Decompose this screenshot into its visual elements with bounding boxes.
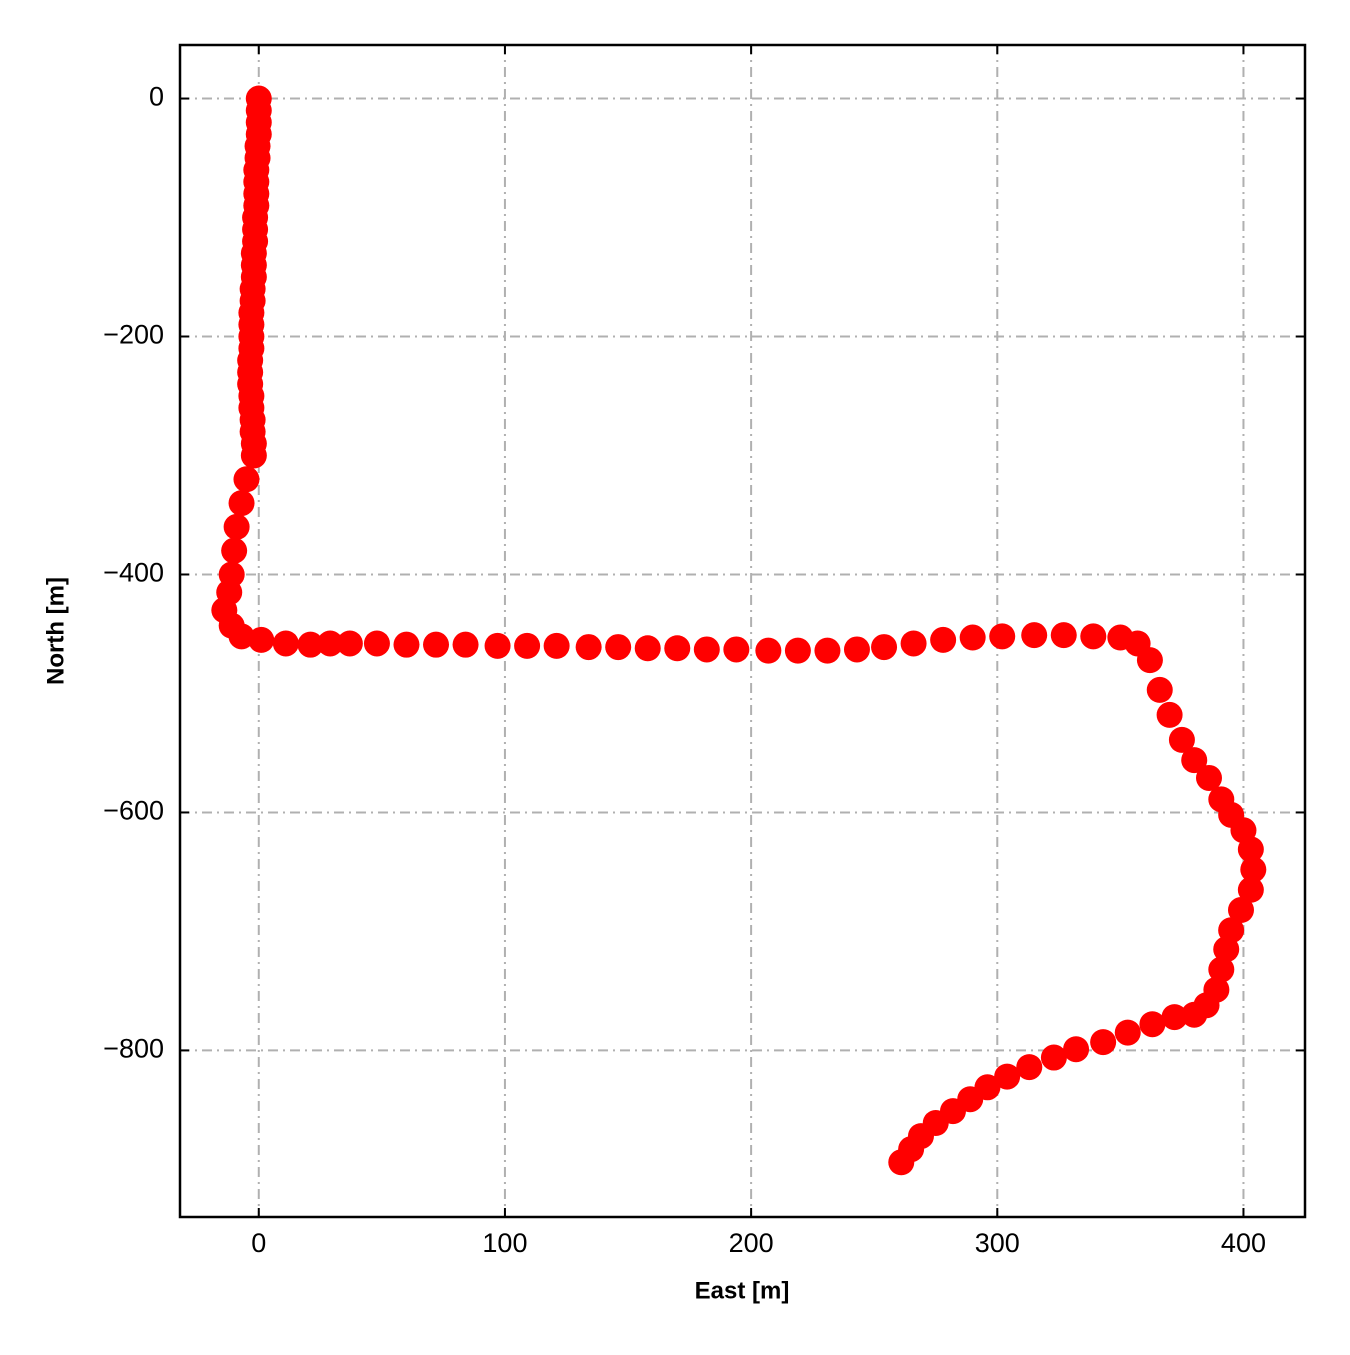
point [1021, 622, 1048, 649]
point [900, 630, 927, 657]
x-tick-label: 400 [1221, 1228, 1266, 1258]
point [452, 631, 479, 658]
y-tick-label: 0 [149, 82, 164, 112]
y-tick-label: −800 [103, 1034, 164, 1064]
x-tick-label: 300 [975, 1228, 1020, 1258]
point [843, 636, 870, 663]
point [423, 631, 450, 658]
point [605, 634, 632, 661]
point [363, 630, 390, 657]
point [888, 1149, 915, 1176]
point [1213, 936, 1240, 963]
point [1227, 897, 1254, 924]
point [543, 632, 570, 659]
point [755, 637, 782, 664]
point [1161, 1004, 1188, 1031]
point [221, 537, 248, 564]
point [1240, 856, 1267, 883]
point [1016, 1054, 1043, 1081]
point [228, 623, 255, 650]
point [1237, 836, 1264, 863]
y-tick-label: −400 [103, 558, 164, 588]
plot-frame [178, 43, 1307, 1219]
point [634, 635, 661, 662]
point [1139, 1011, 1166, 1038]
point [484, 632, 511, 659]
point [248, 626, 275, 653]
point [1136, 647, 1163, 674]
point [1050, 622, 1077, 649]
point [1237, 876, 1264, 903]
y-axis-label: North [m] [42, 577, 69, 685]
x-tick-label: 200 [729, 1228, 774, 1258]
point [959, 624, 986, 651]
point [233, 466, 260, 493]
x-tick-label: 100 [482, 1228, 527, 1258]
point [297, 631, 324, 658]
point [814, 637, 841, 664]
point [1168, 726, 1195, 753]
point [693, 636, 720, 663]
point [930, 626, 957, 653]
point [1063, 1036, 1090, 1063]
point [1080, 623, 1107, 650]
point [723, 636, 750, 663]
point [514, 632, 541, 659]
point [1114, 1019, 1141, 1046]
point [664, 635, 691, 662]
point [1156, 701, 1183, 728]
point [1181, 747, 1208, 774]
point [989, 623, 1016, 650]
x-axis-label: East [m] [695, 1277, 790, 1304]
point [223, 513, 250, 540]
y-tick-label: −600 [103, 796, 164, 826]
x-tick-label: 0 [251, 1228, 266, 1258]
point [228, 490, 255, 517]
point [575, 634, 602, 661]
point [393, 631, 420, 658]
point [1146, 676, 1173, 703]
y-tick-label: −200 [103, 320, 164, 350]
point [1181, 1001, 1208, 1028]
point [272, 630, 299, 657]
point [1040, 1044, 1067, 1071]
point [784, 637, 811, 664]
point [994, 1063, 1021, 1090]
point [1090, 1029, 1117, 1056]
point [1195, 764, 1222, 791]
point [1208, 956, 1235, 983]
point [317, 630, 344, 657]
point [871, 634, 898, 661]
point [240, 442, 267, 469]
point [336, 630, 363, 657]
